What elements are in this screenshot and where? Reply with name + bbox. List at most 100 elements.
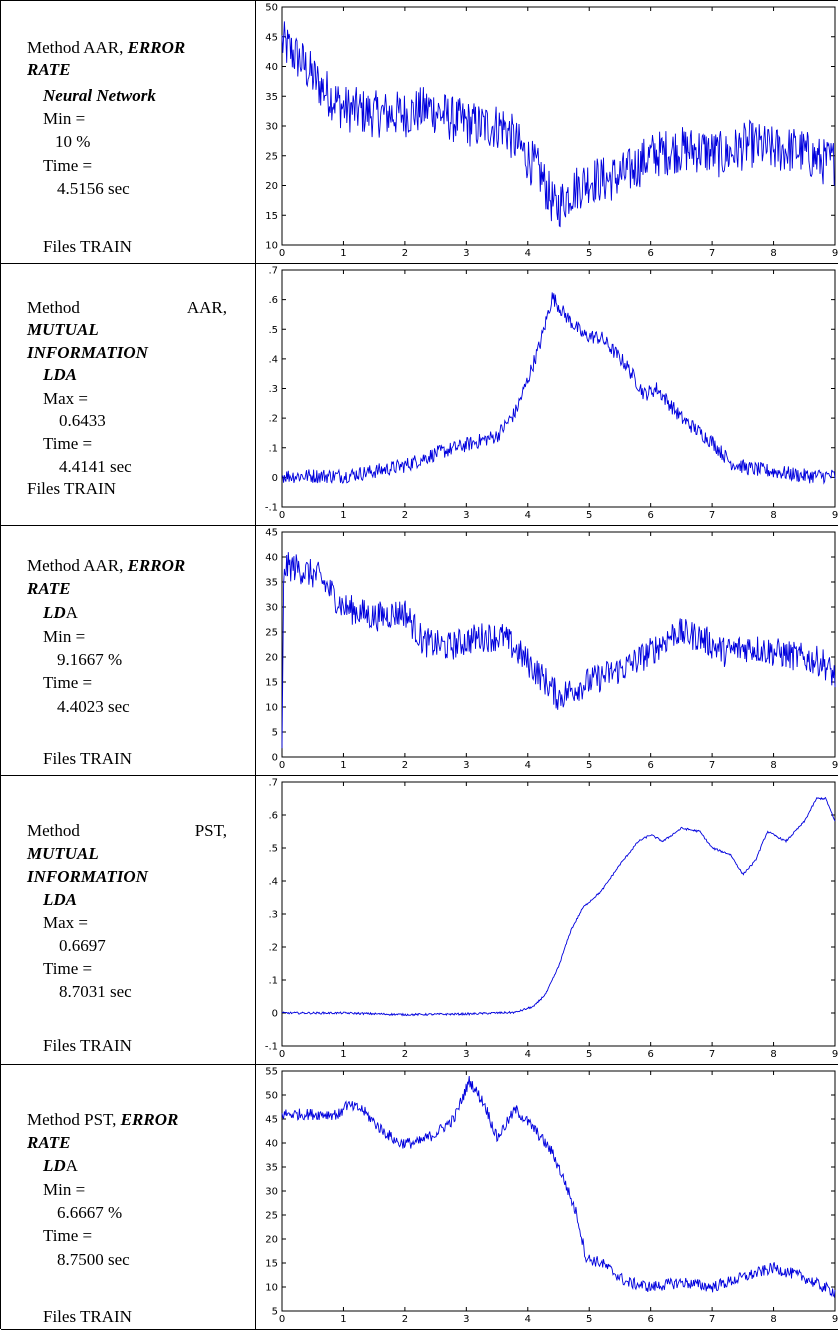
stat-label: Max = [43,389,88,408]
y-tick-label: .3 [268,910,278,921]
y-tick-label: 5 [272,1307,278,1318]
files-label: Files TRAIN [43,237,132,256]
classifier-label: LDA [43,890,77,909]
classifier-plain-part: A [65,603,78,622]
method-label: Method [27,821,80,840]
method-label: Method AAR, [27,38,124,57]
row-description: Method PST, ERROR RATE LDA Min = 6.6667 … [1,1065,256,1329]
metric-label: MUTUAL [27,844,99,863]
chart-cell: 0 1 2 3 4 5 6 7 8 9 0 5 10 15 20 25 30 35 40 45 [256,526,838,775]
y-tick-label: 25 [265,151,278,162]
y-tick-label: 10 [265,703,278,714]
x-tick-label: 6 [647,248,653,259]
y-tick-label: .3 [268,384,278,395]
metric-label-cont: RATE [27,1133,71,1152]
table-row: Method AAR, MUTUAL INFORMATION LDA Max = … [1,264,838,526]
x-tick-label: 1 [340,248,346,259]
classifier-label: LDA [43,1156,78,1176]
data-series-line [281,292,836,485]
data-series-line [281,552,836,749]
x-tick-label: 8 [770,1314,776,1325]
x-tick-label: 4 [525,1049,531,1060]
x-tick-label: 7 [709,248,715,259]
x-tick-label: 5 [586,510,592,521]
y-tick-label: -.1 [265,503,278,514]
data-series-line [281,796,836,1017]
chart-cell: 0 1 2 3 4 5 6 7 8 9 5 10 15 20 25 30 35 40 45 50 55 [256,1065,838,1329]
time-label: Time = [43,959,93,978]
y-tick-label: 10 [265,241,278,252]
x-tick-label: 6 [647,1049,653,1060]
row-description: Method AAR, ERROR RATE LDA Min = 9.1667 … [1,526,256,775]
y-tick-label: 55 [265,1067,278,1078]
x-tick-label: 0 [279,760,285,771]
row-description: Method PST, MUTUAL INFORMATION LDA Max = … [1,776,256,1064]
x-tick-label: 1 [340,1314,346,1325]
x-tick-label: 8 [770,760,776,771]
x-tick-label: 9 [832,760,838,771]
files-label: Files TRAIN [43,1036,132,1055]
y-tick-label: 20 [265,653,278,664]
metric-label: ERROR [127,38,186,57]
x-tick-label: 0 [279,510,285,521]
y-tick-label: .2 [268,414,278,425]
metric-label-cont: RATE [27,60,71,79]
time-value: 4.5156 sec [57,179,130,198]
metric-label-cont: RATE [27,579,71,598]
stat-label: Min = [43,1180,86,1199]
method-label: Method [27,298,80,317]
x-tick-label: 1 [340,760,346,771]
chart-cell: 0 1 2 3 4 5 6 7 8 9 -.1 0.1.2.3.4.5.6.7 [256,776,838,1064]
y-tick-label: .5 [268,325,278,336]
x-tick-label: 7 [709,760,715,771]
data-series-line [281,21,836,228]
table-row: Method PST, ERROR RATE LDA Min = 6.6667 … [1,1065,838,1330]
mutual-information-chart: 0 1 2 3 4 5 6 7 8 9-.10.1.2.3.4.5.6.7 [265,778,838,1061]
y-tick-label: 35 [265,92,278,103]
stat-value: 9.1667 % [57,650,123,669]
table-row: Method PST, MUTUAL INFORMATION LDA Max = … [1,776,838,1065]
method-label: Method AAR, [27,556,124,575]
x-tick-label: 4 [525,248,531,259]
y-tick-label: 35 [265,1163,278,1174]
y-tick-label: 20 [265,181,278,192]
y-tick-label: .7 [268,778,278,789]
y-tick-label: 5 [272,728,278,739]
y-tick-label: 50 [265,3,278,14]
y-tick-label: .7 [268,266,278,277]
y-tick-label: 45 [265,32,278,43]
y-tick-label: 0 [272,1009,278,1020]
metric-label: MUTUAL [27,320,99,339]
y-tick-label: 40 [265,1139,278,1150]
time-label: Time = [43,156,93,175]
time-value: 4.4023 sec [57,697,130,716]
classifier-label: LDA [43,365,77,384]
x-tick-label: 2 [402,1314,408,1325]
x-tick-label: 4 [525,760,531,771]
y-tick-label: 15 [265,1259,278,1270]
time-label: Time = [43,673,93,692]
x-tick-label: 2 [402,760,408,771]
y-tick-label: .6 [268,295,278,306]
x-tick-label: 6 [647,510,653,521]
classifier-bold-part: LD [43,1156,66,1175]
x-tick-label: 5 [586,760,592,771]
time-value: 8.7500 sec [57,1250,130,1269]
x-tick-label: 2 [402,248,408,259]
y-tick-label: 10 [265,1283,278,1294]
x-tick-label: 3 [463,1049,469,1060]
y-tick-label: .2 [268,943,278,954]
y-tick-label: 20 [265,1235,278,1246]
method-code: PST, [194,821,227,840]
x-tick-label: 0 [279,248,285,259]
metric-label: ERROR [127,556,186,575]
table-row: Method AAR, ERROR RATE LDA Min = 9.1667 … [1,526,838,776]
metric-label-cont: INFORMATION [27,343,148,362]
y-tick-label: .6 [268,811,278,822]
y-tick-label: .1 [268,976,278,987]
files-label: Files TRAIN [43,749,132,768]
y-tick-label: 40 [265,553,278,564]
data-series-line [281,1075,836,1299]
